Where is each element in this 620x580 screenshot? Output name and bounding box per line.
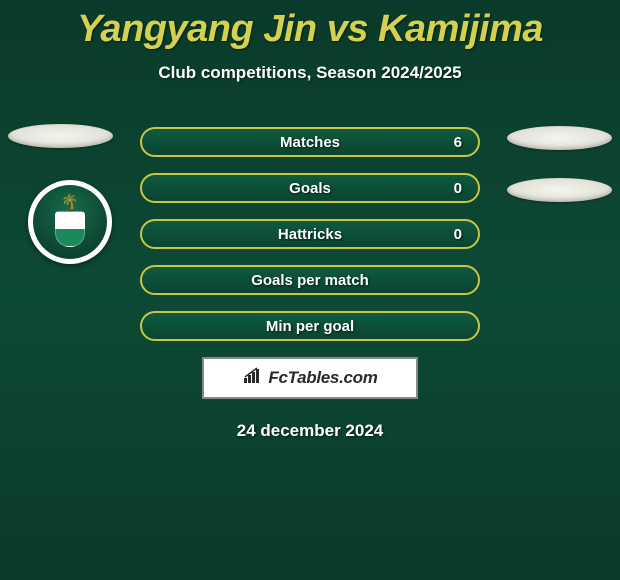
date-text: 24 december 2024 bbox=[0, 421, 620, 441]
stat-label: Goals per match bbox=[251, 272, 369, 289]
brand-text: FcTables.com bbox=[268, 368, 377, 388]
stat-value: 0 bbox=[454, 180, 462, 197]
stat-value: 6 bbox=[454, 134, 462, 151]
chart-icon bbox=[242, 367, 264, 390]
player-avatar-right-1 bbox=[507, 126, 612, 150]
stat-row-goals: Goals 0 bbox=[140, 173, 480, 203]
club-badge-inner: 🌴 bbox=[33, 185, 107, 259]
subtitle: Club competitions, Season 2024/2025 bbox=[0, 63, 620, 83]
player-avatar-right-2 bbox=[507, 178, 612, 202]
palm-icon: 🌴 bbox=[61, 193, 78, 210]
stat-label: Goals bbox=[289, 180, 331, 197]
stat-label: Matches bbox=[280, 134, 340, 151]
stat-row-matches: Matches 6 bbox=[140, 127, 480, 157]
stat-row-min-per-goal: Min per goal bbox=[140, 311, 480, 341]
brand-box: FcTables.com bbox=[202, 357, 418, 399]
stat-label: Min per goal bbox=[266, 318, 354, 335]
stat-value: 0 bbox=[454, 226, 462, 243]
shield-icon bbox=[55, 211, 85, 247]
stat-row-hattricks: Hattricks 0 bbox=[140, 219, 480, 249]
stat-row-goals-per-match: Goals per match bbox=[140, 265, 480, 295]
club-badge: 🌴 bbox=[28, 180, 112, 264]
player-avatar-left bbox=[8, 124, 113, 148]
page-title: Yangyang Jin vs Kamijima bbox=[0, 0, 620, 51]
stat-label: Hattricks bbox=[278, 226, 342, 243]
